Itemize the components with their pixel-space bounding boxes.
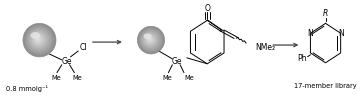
Ellipse shape xyxy=(25,26,53,54)
Ellipse shape xyxy=(139,28,163,53)
Ellipse shape xyxy=(143,33,157,47)
Ellipse shape xyxy=(28,28,50,52)
Ellipse shape xyxy=(145,34,156,45)
Ellipse shape xyxy=(140,29,162,51)
Ellipse shape xyxy=(36,37,41,42)
Ellipse shape xyxy=(24,25,54,55)
Ellipse shape xyxy=(35,36,41,43)
Ellipse shape xyxy=(30,31,47,48)
Ellipse shape xyxy=(33,34,43,45)
Ellipse shape xyxy=(142,32,159,48)
Ellipse shape xyxy=(29,30,49,50)
Ellipse shape xyxy=(148,38,151,41)
Text: NMe₂: NMe₂ xyxy=(256,43,276,53)
Text: N: N xyxy=(307,29,313,38)
Ellipse shape xyxy=(28,29,50,51)
Ellipse shape xyxy=(146,36,154,44)
Ellipse shape xyxy=(141,30,160,50)
Text: Ge: Ge xyxy=(172,57,183,66)
Ellipse shape xyxy=(149,39,150,40)
Ellipse shape xyxy=(139,28,162,52)
Ellipse shape xyxy=(24,24,55,56)
Ellipse shape xyxy=(27,27,52,53)
Ellipse shape xyxy=(145,35,155,45)
Ellipse shape xyxy=(37,38,39,40)
Text: Me: Me xyxy=(163,75,172,81)
Text: R: R xyxy=(323,9,328,18)
Text: 17-member library: 17-member library xyxy=(294,83,357,89)
Text: Cl: Cl xyxy=(79,43,87,53)
Text: Me: Me xyxy=(73,75,82,81)
Ellipse shape xyxy=(147,36,154,43)
Ellipse shape xyxy=(31,32,46,47)
Ellipse shape xyxy=(32,33,45,46)
Ellipse shape xyxy=(140,30,161,50)
Text: O: O xyxy=(204,4,210,13)
Ellipse shape xyxy=(144,34,156,46)
Ellipse shape xyxy=(30,32,40,39)
Text: N: N xyxy=(338,29,343,38)
Ellipse shape xyxy=(23,23,56,57)
Text: Ge: Ge xyxy=(61,57,72,66)
Ellipse shape xyxy=(36,38,40,41)
Ellipse shape xyxy=(143,32,158,47)
Ellipse shape xyxy=(138,26,164,54)
Ellipse shape xyxy=(143,34,152,39)
Text: 0.8 mmolg⁻¹: 0.8 mmolg⁻¹ xyxy=(5,85,48,92)
Ellipse shape xyxy=(142,31,159,49)
Ellipse shape xyxy=(138,27,164,53)
Ellipse shape xyxy=(147,37,152,42)
Ellipse shape xyxy=(148,37,152,42)
Ellipse shape xyxy=(34,35,42,44)
Ellipse shape xyxy=(30,31,48,49)
Text: Me: Me xyxy=(184,75,194,81)
Text: Ph: Ph xyxy=(297,54,306,63)
Ellipse shape xyxy=(33,34,44,45)
Ellipse shape xyxy=(26,27,52,53)
Text: Me: Me xyxy=(51,75,61,81)
